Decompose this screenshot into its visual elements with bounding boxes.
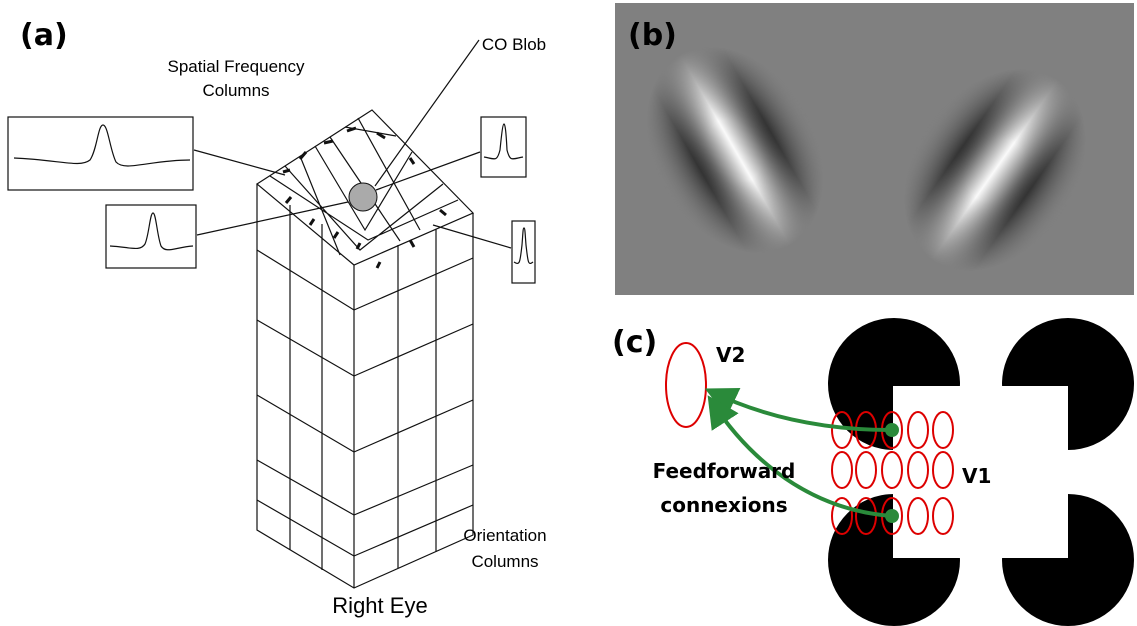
panel-a: (a) Spatial Frequency Columns CO Blob Or… xyxy=(7,18,547,618)
label: V2 xyxy=(716,343,745,367)
panel-label: (c) xyxy=(612,325,657,360)
panel-label: (a) xyxy=(20,18,68,53)
label: Columns xyxy=(202,81,269,100)
panel-b: (b) xyxy=(610,3,1134,306)
gabor xyxy=(866,34,1124,306)
panel-label: (b) xyxy=(628,18,677,53)
label: CO Blob xyxy=(482,35,546,54)
feedforward-arrows xyxy=(704,387,893,518)
gabor xyxy=(610,14,860,286)
label: Feedforward xyxy=(653,459,796,483)
v2-field xyxy=(665,342,707,428)
v1-receptive-fields xyxy=(665,342,954,535)
column-block xyxy=(255,109,475,589)
label: V1 xyxy=(962,464,991,488)
caption: Right Eye xyxy=(332,593,427,618)
panel-c: (c) V2 V1 Feedforward connexions xyxy=(612,318,1134,626)
label: Columns xyxy=(471,552,538,571)
label: Orientation xyxy=(463,526,546,545)
label: Spatial Frequency xyxy=(167,57,305,76)
profile-insets xyxy=(7,39,536,284)
label: connexions xyxy=(660,493,787,517)
